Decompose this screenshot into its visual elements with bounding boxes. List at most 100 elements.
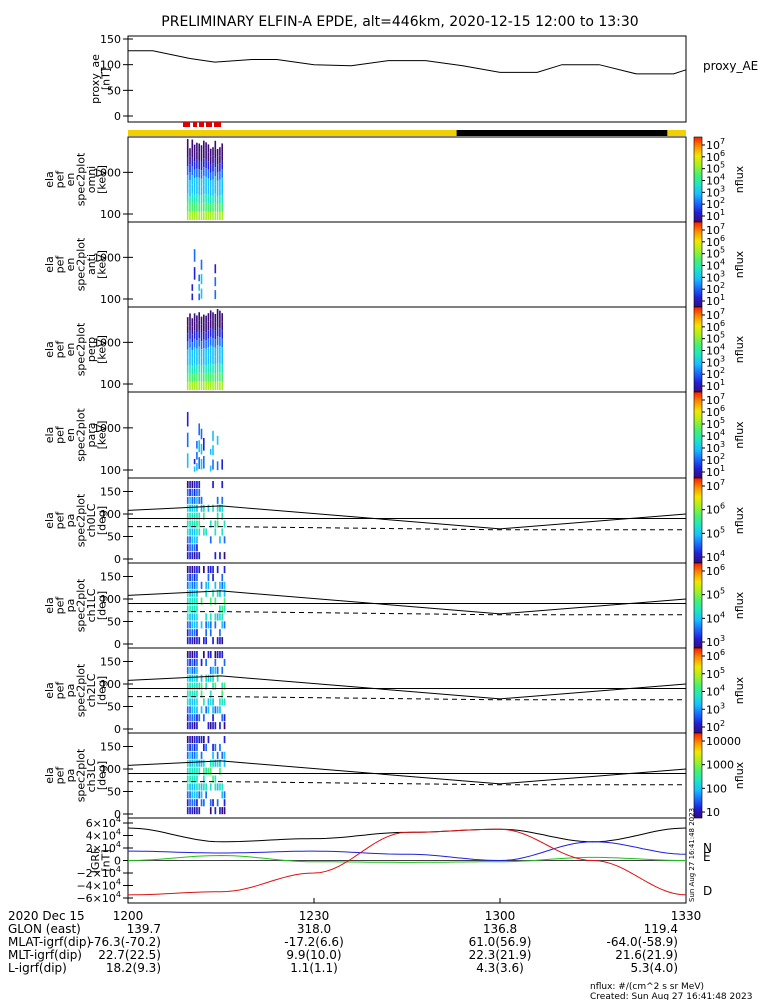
- spectrogram-pixel: [219, 147, 221, 156]
- spectrogram-pixel: [198, 440, 200, 453]
- pitch-angle-pixel: [196, 637, 198, 645]
- pitch-angle-pixel: [186, 613, 189, 621]
- spec-ytick-label: 1000: [93, 336, 121, 349]
- colorbar-exponent: 4: [720, 610, 725, 619]
- pitch-angle-pixel: [200, 759, 203, 767]
- pitch-angle-pixel: [223, 566, 226, 574]
- spectrogram-pixel: [207, 144, 210, 153]
- pitch-angle-pixel: [196, 736, 198, 744]
- pitch-angle-pixel: [203, 714, 205, 722]
- spec-ylabel-3-line: para: [85, 423, 98, 448]
- pitch-angle-pixel: [193, 807, 196, 815]
- pitch-angle-pixel: [189, 637, 191, 645]
- spectrogram-pixel: [186, 325, 189, 334]
- pitch-angle-pixel: [214, 807, 217, 815]
- pa-ytick-label: 50: [107, 786, 121, 799]
- pitch-angle-pixel: [221, 651, 224, 659]
- pitch-angle-pixel: [193, 629, 196, 637]
- colorbar-tick-label: 106: [706, 563, 725, 578]
- pitch-angle-pixel: [209, 651, 212, 659]
- pitch-angle-pixel: [198, 552, 201, 560]
- pitch-angle-pixel: [191, 512, 194, 520]
- pitch-angle-pixel: [193, 605, 196, 613]
- orbit-value: 21.6(21.9): [615, 948, 678, 962]
- orbit-value: 4.3(3.6): [476, 961, 524, 975]
- pitch-angle-pixel: [193, 481, 196, 489]
- igrf-stamp-text: Sun Aug 27 16:41:48 2023: [688, 808, 696, 902]
- pa-ylabel-3-line: [deg]: [95, 761, 108, 790]
- pitch-angle-pixel: [203, 759, 205, 767]
- flux-units-note: nflux: #/(cm^2 s sr MeV): [590, 982, 704, 992]
- pitch-angle-pixel: [216, 504, 219, 512]
- pitch-angle-pixel: [189, 666, 191, 674]
- spectrogram-frame-1: [127, 221, 687, 308]
- spectrogram-pixel: [189, 364, 191, 373]
- colorbar-exponent: 7: [720, 222, 725, 231]
- proxy-ytick-label: 150: [100, 33, 121, 46]
- spectrogram-pixel: [200, 357, 203, 366]
- pitch-angle-pixel: [212, 722, 214, 730]
- colorbar-tick-label: 10: [706, 806, 720, 819]
- spectrogram-pixel: [198, 423, 200, 436]
- pitch-angle-pixel: [191, 791, 194, 799]
- colorbar-exponent: 6: [720, 502, 725, 511]
- pitch-angle-pixel: [209, 621, 212, 629]
- colorbar-tick-label: 106: [706, 648, 725, 663]
- proxy-ylabel-line: proxy_ae: [89, 54, 102, 104]
- pitch-angle-pixel: [193, 488, 196, 497]
- loss-cone-dashed-line: [128, 781, 686, 786]
- pitch-angle-pixel: [219, 605, 221, 613]
- pitch-angle-pixel: [196, 481, 198, 489]
- colorbar-1: [693, 221, 703, 308]
- pitch-angle-pixel: [191, 504, 194, 512]
- orbit-value: 5.3(4.0): [630, 961, 678, 975]
- pitch-angle-pixel: [196, 597, 198, 605]
- pitch-angle-pixel: [198, 783, 201, 791]
- pitch-angle-pixel: [203, 799, 205, 807]
- pitch-angle-pixel: [191, 767, 194, 775]
- orbit-row-label: 2020 Dec 15: [8, 909, 85, 923]
- spectrogram-pixel: [216, 363, 219, 373]
- spectrogram-pixel: [214, 158, 217, 168]
- pitch-angle-pixel: [191, 783, 194, 791]
- pitch-angle-pixel: [186, 528, 189, 536]
- spec-ytick-label: 1000: [93, 166, 121, 179]
- spectrogram-pixel: [198, 177, 200, 187]
- pitch-angle-pixel: [207, 767, 210, 775]
- pitch-angle-pixel: [186, 552, 189, 560]
- pitch-angle-pixel: [196, 751, 198, 759]
- pitch-angle-pixel: [196, 544, 198, 552]
- spectrogram-pixel: [216, 309, 219, 319]
- igrf-legend-N: N: [703, 841, 712, 855]
- spec-ylabel-2-line: spec2plot: [74, 322, 87, 376]
- spectrogram-pixel: [203, 331, 205, 340]
- pa-ylabel-2-line: spec2plot: [74, 663, 87, 717]
- pitch-angle-pixel: [186, 690, 189, 698]
- colorbar-exponent: 3: [720, 269, 725, 278]
- spectrogram-pixel: [191, 148, 194, 158]
- pitch-angle-pixel: [223, 658, 226, 667]
- spectrogram-pixel: [216, 327, 219, 337]
- pitch-angle-pixel: [191, 658, 194, 667]
- pitch-angle-pixel: [193, 743, 196, 752]
- pitch-angle-pixel: [191, 698, 194, 706]
- colorbar-label: nflux: [733, 591, 746, 619]
- spectrogram-pixel: [221, 330, 223, 339]
- pitch-angle-pixel: [191, 488, 194, 497]
- pitch-angle-pixel: [205, 637, 207, 645]
- spectrogram-pixel: [198, 143, 200, 153]
- pitch-angle-pixel: [189, 512, 191, 520]
- igrf-ytick-label: 0: [114, 855, 121, 868]
- spectrogram-pixel: [221, 355, 223, 365]
- pitch-angle-pixel: [198, 767, 201, 775]
- pitch-angle-pixel: [189, 799, 191, 807]
- pitch-angle-pixel: [186, 520, 189, 528]
- pa-ylabel-1-line: spec2plot: [74, 578, 87, 632]
- pitch-angle-pixel: [191, 706, 194, 714]
- pitch-angle-pixel: [212, 714, 214, 722]
- pitch-angle-pixel: [209, 807, 212, 815]
- spectrogram-frame-2: [127, 306, 687, 393]
- pitch-angle-pixel: [191, 481, 194, 489]
